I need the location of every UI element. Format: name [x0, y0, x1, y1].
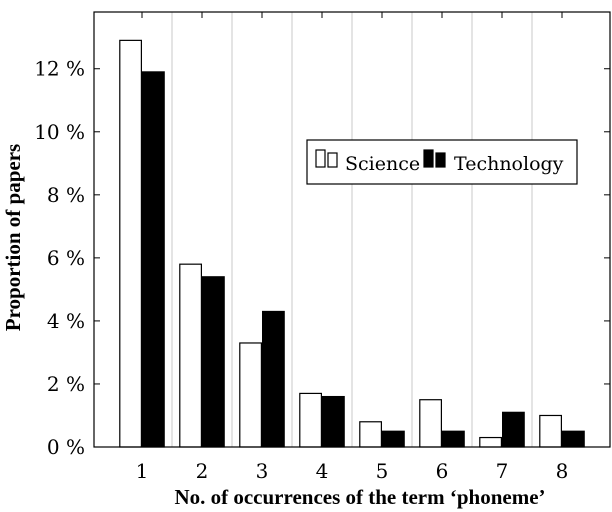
x-tick-label: 4 — [316, 459, 329, 483]
x-tick-label: 3 — [256, 459, 269, 483]
x-tick-label: 5 — [376, 459, 389, 483]
bar-technology-3 — [262, 310, 285, 448]
x-tick-label: 8 — [556, 459, 569, 483]
bar-technology-6 — [442, 430, 465, 448]
bar-technology-7 — [502, 411, 525, 448]
bar-science-2 — [179, 263, 203, 448]
y-tick-label: 4 % — [47, 309, 85, 333]
legend: Science Technology — [306, 139, 578, 185]
legend-swatch-science — [315, 149, 326, 168]
y-axis-title: Proportion of papers — [1, 144, 25, 331]
x-tick-labels: 1 2 3 4 5 6 7 8 — [136, 459, 569, 483]
x-tick-label: 2 — [196, 459, 209, 483]
y-tick-label: 10 % — [34, 120, 85, 144]
x-tick-label: 7 — [496, 459, 509, 483]
bar-technology-8 — [561, 430, 585, 448]
bar-science-6 — [419, 399, 442, 448]
bar-technology-1 — [142, 71, 165, 448]
axis-ticks — [94, 12, 610, 448]
legend-swatch-technology — [435, 152, 446, 168]
bars — [119, 39, 585, 448]
y-tick-label: 2 % — [47, 372, 85, 396]
legend-label-technology: Technology — [454, 153, 564, 175]
bar-science-1 — [119, 39, 143, 448]
bar-science-5 — [359, 421, 382, 448]
legend-swatch-technology — [423, 149, 434, 168]
plot-frame — [93, 11, 611, 448]
y-tick-labels: 0 % 2 % 4 % 6 % 8 % 10 % 12 % — [34, 57, 85, 459]
x-axis-title: No. of occurrences of the term ‘phoneme’ — [174, 485, 545, 509]
bar-science-3 — [239, 342, 263, 448]
bar-technology-2 — [202, 276, 225, 448]
grid-lines — [171, 12, 533, 447]
bar-science-7 — [479, 436, 502, 448]
y-tick-label: 8 % — [47, 183, 85, 207]
y-tick-label: 12 % — [34, 57, 85, 81]
x-tick-label: 1 — [136, 459, 149, 483]
bar-science-8 — [539, 414, 562, 448]
legend-label-science: Science — [345, 153, 420, 175]
bar-science-4 — [299, 392, 322, 448]
x-tick-label: 6 — [436, 459, 449, 483]
y-tick-label: 0 % — [47, 435, 85, 459]
bar-technology-4 — [322, 395, 345, 448]
y-tick-label: 6 % — [47, 246, 85, 270]
legend-swatch-science — [327, 152, 338, 168]
bar-technology-5 — [382, 430, 405, 448]
